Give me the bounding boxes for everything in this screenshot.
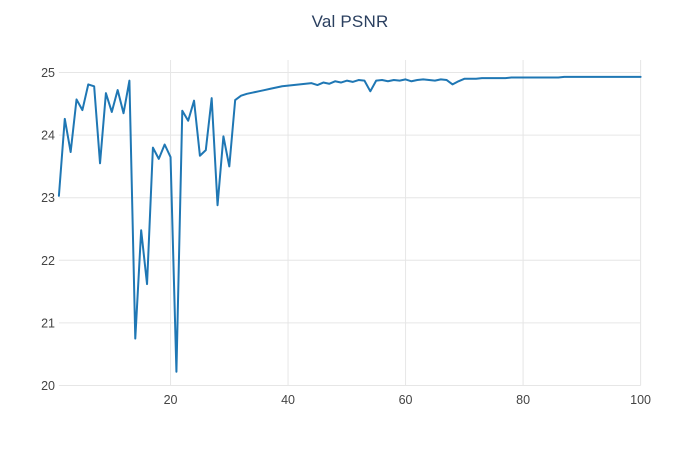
- x-tick-label: 100: [630, 393, 651, 407]
- y-tick-label: 21: [41, 316, 55, 330]
- y-tick-label: 24: [41, 129, 55, 143]
- grid-layer: [58, 60, 642, 386]
- x-tick-label: 60: [399, 393, 413, 407]
- y-tick-label: 22: [41, 254, 55, 268]
- series-line[interactable]: [57, 75, 642, 373]
- x-axis-tick-labels: 20 40 60 80 100: [164, 393, 651, 407]
- x-tick-label: 40: [281, 393, 295, 407]
- y-tick-label: 23: [41, 191, 55, 205]
- x-tick-label: 20: [164, 393, 178, 407]
- y-axis-tick-labels: 20 21 22 23 24 25: [41, 66, 55, 393]
- chart-title: Val PSNR: [311, 12, 389, 31]
- x-tick-label: 80: [516, 393, 530, 407]
- y-tick-label: 20: [41, 379, 55, 393]
- y-tick-label: 25: [41, 66, 55, 80]
